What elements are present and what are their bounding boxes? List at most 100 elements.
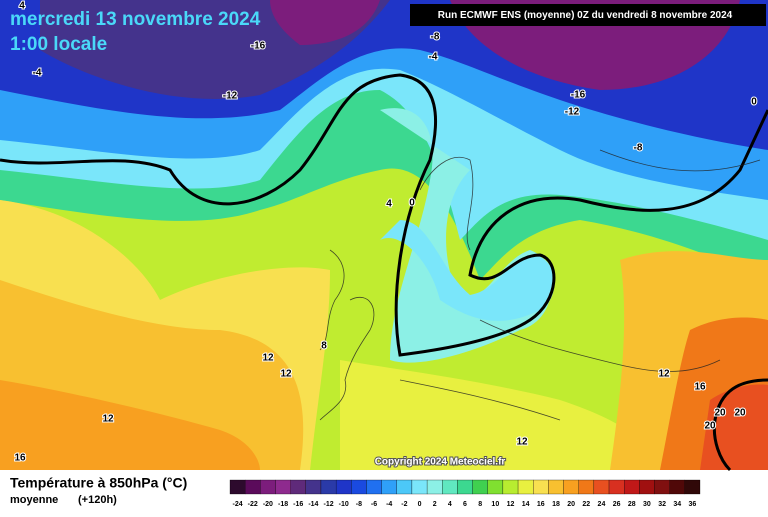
contour-label: 12 — [102, 414, 114, 425]
legend-swatch — [260, 479, 276, 495]
legend-tick-label: 10 — [491, 501, 499, 508]
map-time: 1:00 locale — [10, 34, 107, 55]
legend-swatch — [517, 479, 534, 495]
legend-swatch — [396, 479, 413, 495]
legend-tick-label: -18 — [278, 501, 288, 508]
contour-label: -12 — [223, 91, 238, 102]
legend-swatch — [608, 479, 625, 495]
contour-label: 12 — [280, 369, 292, 380]
legend-tick-label: 28 — [628, 501, 636, 508]
legend-tick-label: -16 — [293, 501, 303, 508]
contour-label: 12 — [516, 437, 528, 448]
contour-label: 0 — [751, 97, 757, 108]
legend-swatch — [593, 479, 610, 495]
run-box — [410, 4, 766, 26]
legend-subtitle: moyenne — [10, 494, 58, 506]
legend-swatch — [533, 479, 549, 495]
legend-swatch — [290, 479, 306, 495]
legend-tick-label: -24 — [233, 501, 243, 508]
legend-tick-label: 2 — [433, 501, 437, 508]
contour-label: -4 — [429, 52, 438, 63]
legend-swatch — [335, 479, 352, 495]
legend-tick-label: 26 — [613, 501, 621, 508]
legend-tick-label: 14 — [522, 501, 530, 508]
legend-swatch — [669, 479, 685, 495]
legend-tick-label: 34 — [673, 501, 681, 508]
contour-label: 8 — [321, 341, 327, 352]
contour-label: 12 — [262, 353, 274, 364]
legend-swatch — [245, 479, 261, 495]
contour-label: -8 — [431, 32, 440, 43]
legend-swatch — [351, 479, 367, 495]
legend-title: Température à 850hPa (°C) — [10, 475, 187, 491]
legend-tick-label: -12 — [323, 501, 333, 508]
contour-label: 20 — [734, 408, 746, 419]
legend-swatch — [487, 479, 504, 495]
contour-label: -4 — [33, 68, 42, 79]
legend-tick-label: 18 — [552, 501, 560, 508]
legend-swatch — [548, 479, 564, 495]
legend-swatch — [578, 479, 595, 495]
coastlines — [319, 149, 761, 421]
legend-tick-label: 20 — [567, 501, 575, 508]
legend-tick-label: 32 — [658, 501, 666, 508]
legend-tick-label: 4 — [448, 501, 452, 508]
legend-tick-label: -10 — [339, 501, 349, 508]
legend-swatch — [684, 479, 701, 495]
legend-swatch — [229, 479, 246, 495]
legend-tick-label: 0 — [418, 501, 422, 508]
legend-swatch — [442, 479, 458, 495]
legend-tick-label: -14 — [308, 501, 318, 508]
legend-tick-label: -22 — [248, 501, 258, 508]
field-lightyellow — [340, 360, 660, 470]
legend-swatch — [654, 479, 670, 495]
legend-swatch — [472, 479, 488, 495]
field-orange — [0, 380, 260, 470]
contour-label: -16 — [251, 41, 266, 52]
contour-label: 20 — [714, 408, 726, 419]
legend-swatch — [411, 479, 428, 495]
legend-tick-label: -2 — [401, 501, 407, 508]
legend-tick-label: 22 — [582, 501, 590, 508]
legend-tick-label: 16 — [537, 501, 545, 508]
contour-label: 0 — [409, 198, 415, 209]
contour-label: 12 — [658, 369, 670, 380]
legend-swatch — [275, 479, 291, 495]
run-info: Run ECMWF ENS (moyenne) 0Z du vendredi 8… — [438, 10, 733, 21]
legend-tick-label: 8 — [478, 501, 482, 508]
contour-label: 20 — [704, 421, 716, 432]
legend-tick-label: 12 — [507, 501, 515, 508]
legend-swatch — [639, 479, 655, 495]
legend-swatch — [563, 479, 579, 495]
field-cyan — [380, 220, 555, 321]
legend-tick-label: 24 — [598, 501, 606, 508]
contour-label: 4 — [386, 199, 392, 210]
legend-swatch — [426, 479, 443, 495]
map-date: mercredi 13 novembre 2024 — [10, 9, 261, 30]
legend-swatch — [502, 479, 519, 495]
legend-swatch — [320, 479, 337, 495]
legend-swatch — [381, 479, 397, 495]
legend-tick-label: -4 — [386, 501, 392, 508]
zero-isotherm — [0, 73, 768, 357]
legend-tick-label: 30 — [643, 501, 651, 508]
contour-label: 16 — [694, 382, 706, 393]
legend-tick-label: 36 — [689, 501, 697, 508]
contour-label: -12 — [565, 107, 580, 118]
legend-tick-label: -8 — [356, 501, 362, 508]
legend-swatch — [457, 479, 473, 495]
legend-tick-label: 6 — [463, 501, 467, 508]
twenty-isotherm — [712, 378, 768, 472]
legend-swatch — [366, 479, 382, 495]
legend-swatch — [624, 479, 640, 495]
legend-tick-label: -20 — [263, 501, 273, 508]
legend-swatch — [305, 479, 322, 495]
legend-lead: (+120h) — [78, 494, 117, 506]
contour-label: 4 — [19, 1, 25, 12]
legend-tick-label: -6 — [371, 501, 377, 508]
contour-label: 16 — [14, 453, 26, 464]
contour-label: -16 — [571, 90, 586, 101]
field-purple — [270, 0, 380, 45]
